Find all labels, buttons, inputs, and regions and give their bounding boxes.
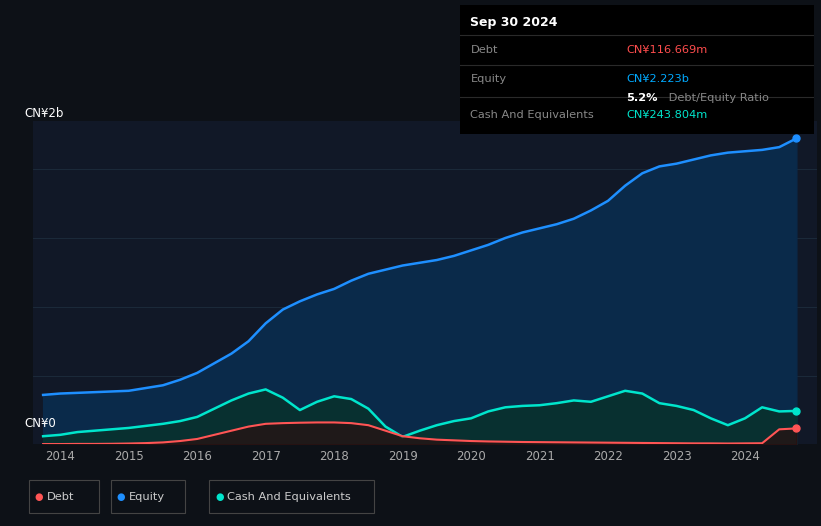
Text: CN¥2.223b: CN¥2.223b <box>626 74 690 84</box>
Text: Sep 30 2024: Sep 30 2024 <box>470 16 558 28</box>
Text: Equity: Equity <box>129 491 165 502</box>
Text: ●: ● <box>215 491 223 502</box>
Text: CN¥2b: CN¥2b <box>25 107 64 119</box>
Text: Equity: Equity <box>470 74 507 84</box>
Text: CN¥116.669m: CN¥116.669m <box>626 45 708 55</box>
Text: Debt: Debt <box>470 45 498 55</box>
Text: 5.2%: 5.2% <box>626 93 658 103</box>
Text: ●: ● <box>34 491 43 502</box>
Text: ●: ● <box>117 491 125 502</box>
Text: Cash And Equivalents: Cash And Equivalents <box>227 491 351 502</box>
Text: CN¥243.804m: CN¥243.804m <box>626 110 708 120</box>
Text: CN¥0: CN¥0 <box>25 417 57 430</box>
Text: Debt: Debt <box>47 491 74 502</box>
Text: Debt/Equity Ratio: Debt/Equity Ratio <box>666 93 769 103</box>
Text: Cash And Equivalents: Cash And Equivalents <box>470 110 594 120</box>
